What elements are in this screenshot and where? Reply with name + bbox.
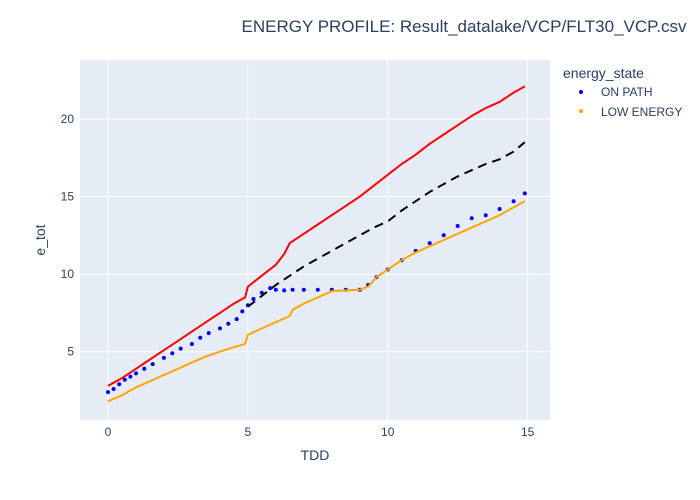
data-point — [150, 362, 155, 367]
data-point — [441, 233, 446, 238]
data-point — [240, 309, 245, 314]
y-tick-label: 15 — [61, 190, 75, 204]
x-tick-label: 10 — [381, 425, 395, 439]
data-point — [455, 224, 460, 228]
data-point — [117, 382, 122, 387]
legend-marker-on-path — [579, 90, 583, 94]
data-point — [251, 297, 256, 301]
y-tick-label: 20 — [61, 112, 75, 126]
data-point — [161, 355, 166, 360]
data-point — [142, 366, 147, 371]
data-point — [315, 287, 320, 292]
legend: energy_state ON PATH LOW ENERGY — [563, 65, 682, 119]
data-point — [189, 342, 194, 346]
data-point — [469, 216, 474, 221]
data-point — [282, 288, 287, 293]
plot-background — [80, 60, 550, 420]
x-tick-label: 5 — [245, 425, 252, 439]
y-tick-label: 5 — [67, 345, 74, 359]
data-point — [217, 326, 222, 331]
chart-title: ENERGY PROFILE: Result_datalake/VCP/FLT3… — [241, 17, 687, 36]
data-point — [511, 199, 516, 204]
data-point — [522, 191, 527, 196]
series-line — [107, 200, 526, 403]
data-point — [170, 351, 175, 356]
data-point — [134, 371, 138, 376]
y-tick-label: 10 — [61, 267, 75, 281]
data-point — [290, 287, 295, 292]
data-point — [273, 287, 278, 292]
data-point — [268, 286, 273, 291]
data-point — [178, 346, 183, 351]
data-point — [234, 317, 239, 322]
x-tick-label: 0 — [105, 425, 112, 439]
legend-item-on-path[interactable]: ON PATH — [579, 85, 653, 99]
data-point — [128, 374, 133, 379]
data-point — [111, 387, 116, 391]
data-point — [206, 331, 211, 336]
data-point — [106, 390, 110, 395]
legend-marker-low-energy — [579, 109, 583, 113]
y-tick-labels: 5 10 15 20 — [61, 112, 75, 359]
data-point — [122, 377, 127, 382]
series-line — [247, 141, 526, 308]
data-point — [198, 335, 203, 340]
gridlines — [80, 60, 550, 420]
y-axis-title: e_tot — [32, 224, 48, 255]
data-point — [301, 287, 306, 292]
legend-title: energy_state — [563, 65, 644, 81]
data-point — [497, 207, 502, 211]
series-on-path-0 — [106, 191, 527, 395]
legend-item-low-energy[interactable]: LOW ENERGY — [579, 105, 682, 119]
legend-label-low-energy: LOW ENERGY — [601, 105, 682, 119]
x-axis-title: TDD — [301, 447, 330, 463]
series-layer — [106, 85, 527, 403]
series-line — [107, 85, 526, 387]
series-reference-2 — [107, 85, 526, 387]
x-tick-label: 15 — [521, 425, 535, 439]
legend-label-on-path: ON PATH — [601, 85, 653, 99]
data-point — [226, 321, 231, 326]
series-reference-3 — [247, 141, 526, 308]
series-low-energy-1 — [107, 200, 526, 403]
data-point — [259, 290, 264, 295]
x-tick-labels: 0 5 10 15 — [105, 425, 535, 439]
data-point — [427, 241, 432, 246]
data-point — [483, 213, 488, 218]
